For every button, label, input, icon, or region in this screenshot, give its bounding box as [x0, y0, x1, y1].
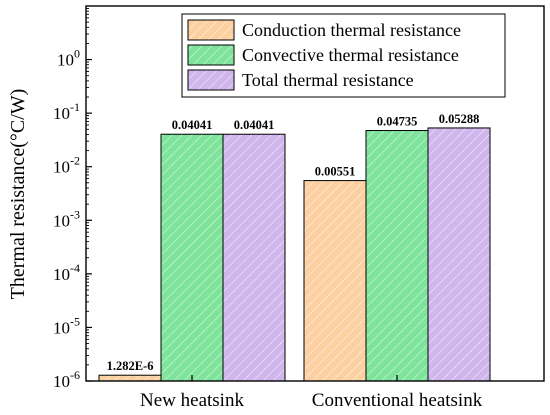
y-tick-label: 10-3: [53, 207, 80, 230]
y-tick-label: 10-1: [53, 100, 80, 123]
legend: Conduction thermal resistance Convective …: [181, 13, 506, 98]
y-tick-label: 100: [57, 47, 80, 70]
legend-label: Total thermal resistance: [242, 70, 414, 90]
x-axis: New heatsink Conventional heatsink: [140, 375, 483, 411]
legend-box: [181, 13, 506, 98]
data-labels: 1.282E-6 0.04041 0.04041 0.00551 0.04735 0.05…: [107, 112, 480, 373]
data-label: 0.04735: [377, 115, 418, 129]
data-label: 1.282E-6: [107, 359, 154, 373]
y-axis: 10-6 10-5 10-4 10-3 10-2 10-1 100: [53, 8, 92, 391]
bar-new-conduction: [98, 374, 162, 382]
bar-new-convective: [160, 133, 224, 382]
legend-swatch: [187, 19, 235, 41]
data-label: 0.05288: [439, 112, 480, 126]
bars-layer: [98, 127, 491, 382]
bar-conventional-convective: [365, 130, 429, 382]
y-tick-label: 10-6: [53, 368, 80, 391]
y-tick-label: 10-5: [53, 314, 80, 337]
data-label: 0.04041: [172, 118, 213, 132]
data-label: 0.00551: [315, 165, 356, 179]
x-tick-label: Conventional heatsink: [312, 390, 483, 411]
legend-label: Convective thermal resistance: [242, 45, 459, 65]
y-tick-label: 10-2: [53, 154, 80, 177]
x-tick-label: New heatsink: [140, 390, 244, 411]
bar-new-total: [222, 133, 286, 382]
legend-label: Conduction thermal resistance: [242, 20, 461, 40]
bar-conventional-conduction: [303, 180, 367, 382]
data-label: 0.04041: [234, 118, 275, 132]
legend-swatch: [187, 44, 235, 66]
plot-frame: [85, 5, 545, 382]
bar-conventional-total: [427, 127, 491, 382]
y-tick-label: 10-4: [53, 261, 80, 284]
y-axis-label: Thermal resistance(°C/W): [7, 89, 29, 300]
legend-swatch: [187, 69, 235, 91]
